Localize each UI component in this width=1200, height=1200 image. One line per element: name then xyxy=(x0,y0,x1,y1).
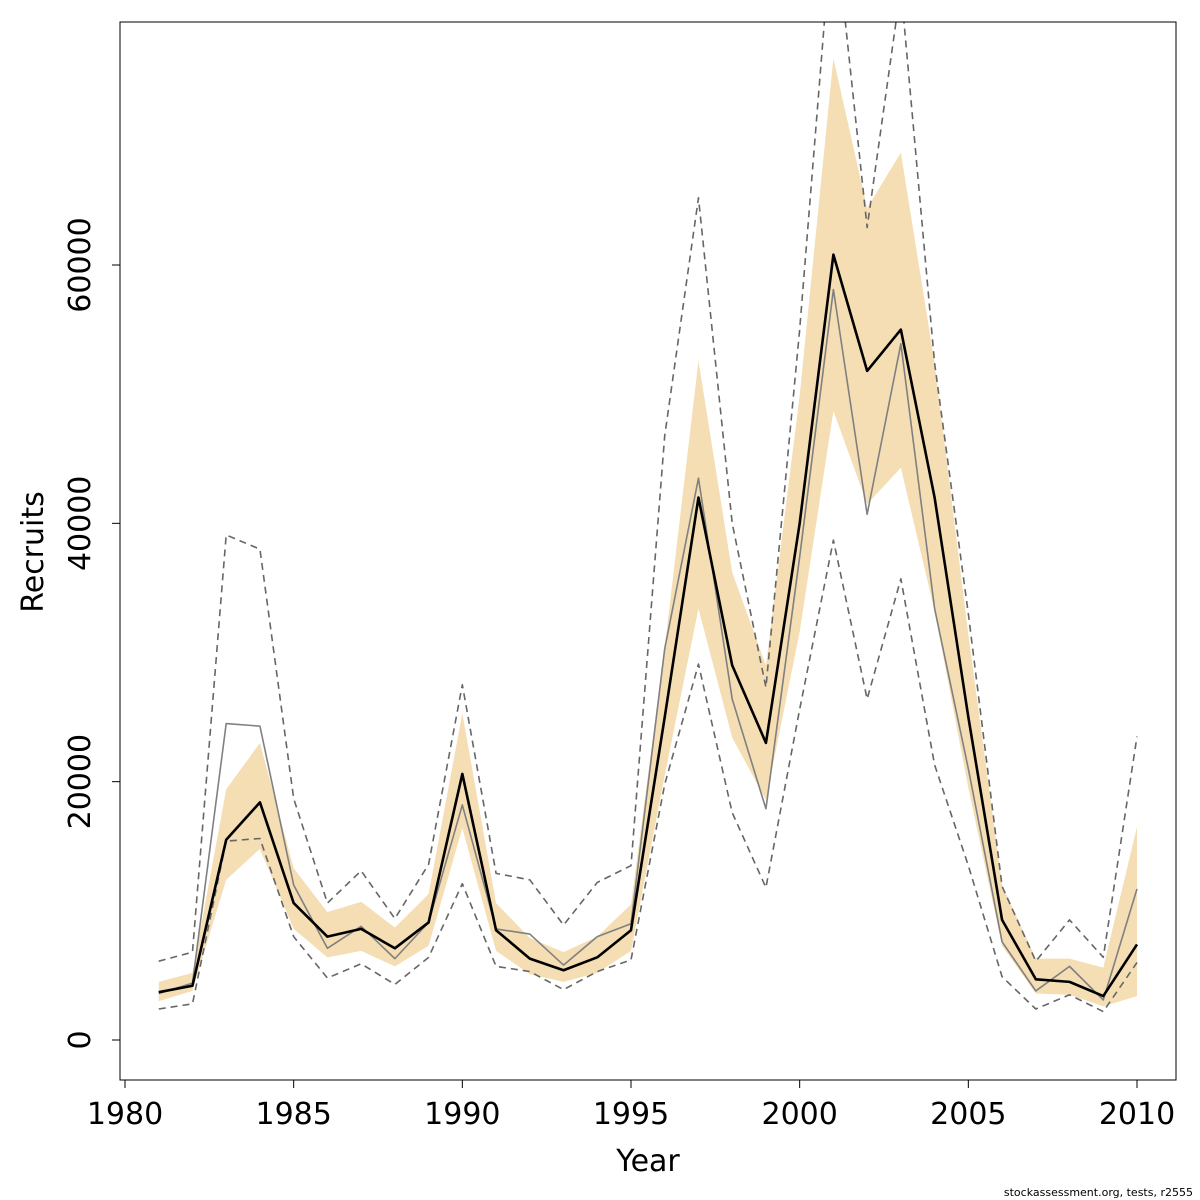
x-axis: 1980 1985 1990 1995 2000 2005 2010 xyxy=(87,1079,1175,1132)
alt-upper-dashed-line xyxy=(158,22,1138,963)
x-tick-label: 2000 xyxy=(761,1097,837,1132)
y-tick-label: 40000 xyxy=(63,476,98,571)
x-tick-label: 1995 xyxy=(593,1097,669,1132)
x-tick-label: 1990 xyxy=(424,1097,500,1132)
estimate-line xyxy=(158,253,1139,998)
plot-layer xyxy=(158,22,1139,1013)
x-axis-title: Year xyxy=(615,1144,680,1179)
x-tick-label: 2010 xyxy=(1099,1097,1175,1132)
confidence-band xyxy=(158,58,1137,1007)
y-axis-title: Recruits xyxy=(16,491,51,613)
y-axis: 0 20000 40000 60000 xyxy=(63,217,121,1050)
footer-credit: stockassessment.org, tests, r2555 xyxy=(1004,1186,1193,1199)
x-tick-label: 2005 xyxy=(930,1097,1006,1132)
x-tick-label: 1985 xyxy=(255,1097,331,1132)
y-tick-label: 20000 xyxy=(63,734,98,829)
alt-lower-dashed-line xyxy=(158,539,1138,1013)
alt-estimate-line xyxy=(158,288,1138,1001)
x-tick-label: 1980 xyxy=(87,1097,163,1132)
y-tick-label: 60000 xyxy=(63,217,98,312)
y-tick-label: 0 xyxy=(63,1030,98,1049)
